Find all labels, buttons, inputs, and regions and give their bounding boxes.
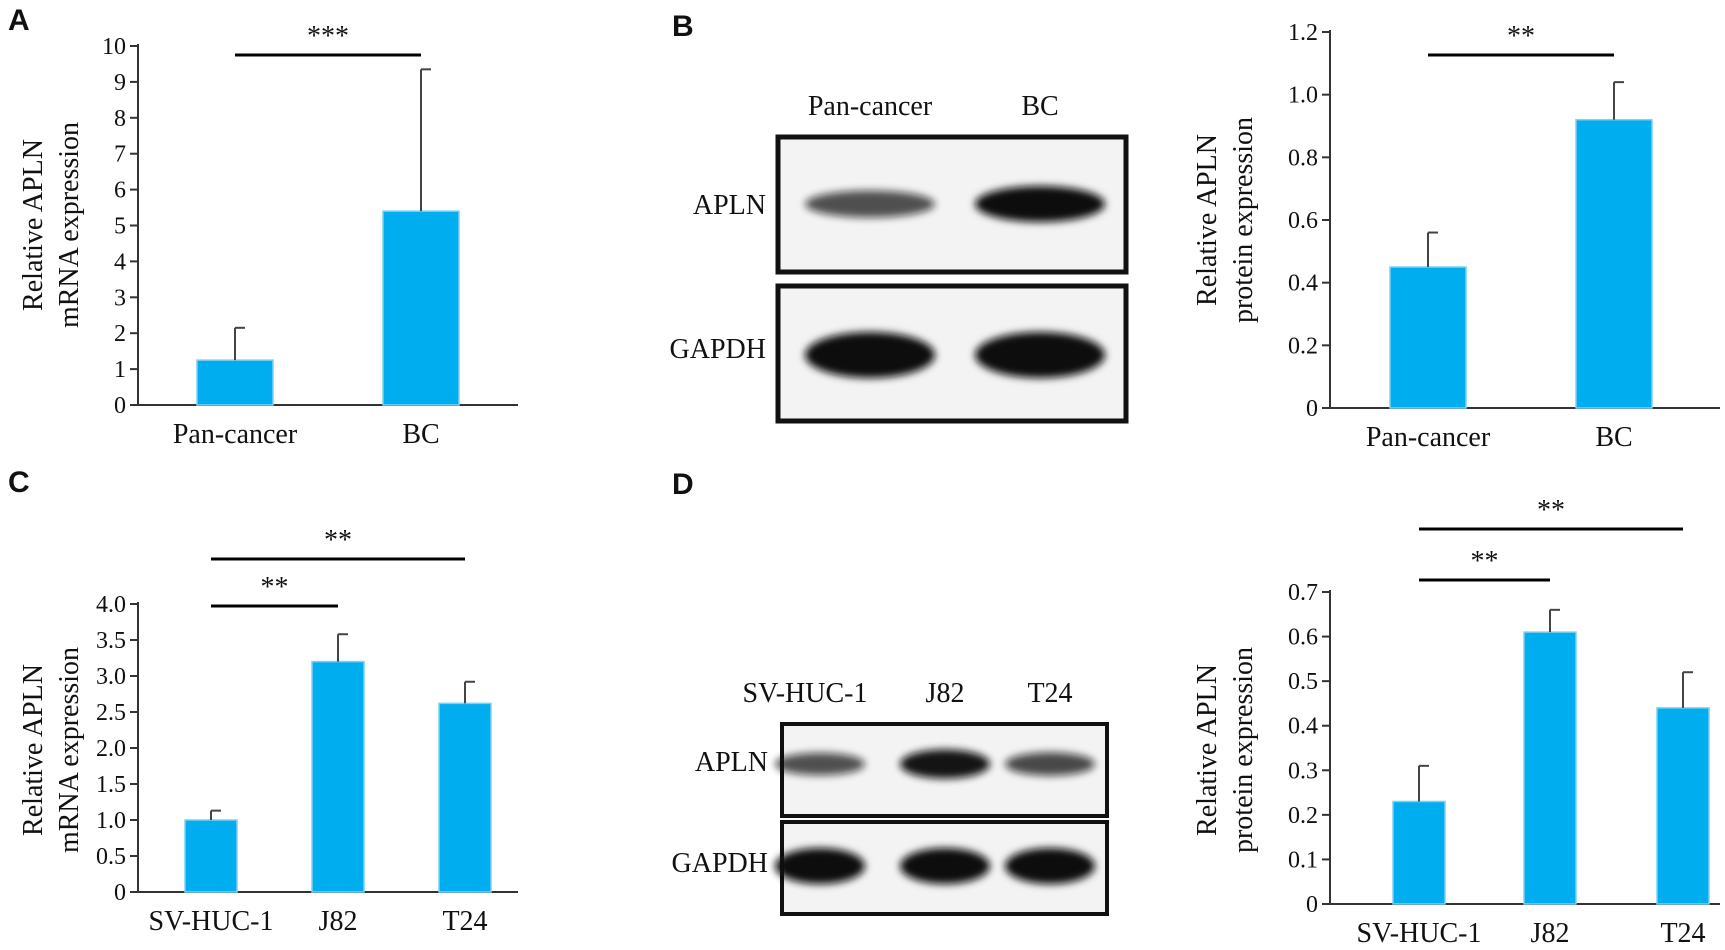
category-label: Pan-cancer	[173, 419, 298, 450]
y-tick-label: 0.1	[1288, 847, 1318, 873]
y-tick-label: 0.5	[96, 844, 126, 870]
category-label: T24	[1660, 918, 1705, 949]
y-tick-label: 0.5	[1288, 669, 1318, 695]
y-tick-label: 2.5	[96, 700, 126, 726]
y-tick-label: 7	[114, 142, 126, 168]
y-axis-label: Relative APLN	[18, 139, 49, 311]
y-tick-label: 1.0	[96, 808, 126, 834]
bar-pan-cancer	[196, 359, 274, 406]
category-label: SV-HUC-1	[1357, 918, 1482, 949]
category-label: SV-HUC-1	[149, 906, 274, 937]
panel-letter-c: C	[8, 466, 30, 499]
blot-d-row-label-0: APLN	[695, 747, 768, 778]
bar-j82	[1523, 631, 1577, 905]
significance-stars: **	[1471, 546, 1499, 577]
y-tick-label: 8	[114, 106, 126, 132]
y-axis-label: mRNA expression	[54, 647, 85, 853]
blot-d-lane-label-2: T24	[1027, 678, 1072, 709]
y-tick-label: 1.5	[96, 772, 126, 798]
y-tick-label: 0	[1306, 396, 1318, 422]
blot-b-lane-label-0: Pan-cancer	[808, 91, 933, 122]
category-label: Pan-cancer	[1366, 422, 1491, 453]
y-tick-label: 0.2	[1288, 803, 1318, 829]
y-tick-label: 10	[102, 34, 126, 60]
y-tick-label: 1.0	[1288, 83, 1318, 109]
bar-bc	[382, 210, 460, 406]
y-tick-label: 2	[114, 321, 126, 347]
blot-band	[975, 186, 1105, 222]
category-label: J82	[319, 906, 358, 937]
panel-letter-b: B	[672, 10, 694, 43]
significance-stars: **	[324, 525, 352, 556]
y-tick-label: 2.0	[96, 736, 126, 762]
chart-c: 0 0.5 1.0 1.5 2.0 2.5 3.0 3.5 4.0 SV-HUC-1 J82 T24 R…	[18, 525, 518, 937]
significance-stars: **	[1507, 21, 1535, 52]
blot-band	[805, 190, 935, 218]
y-tick-label: 0.4	[1288, 714, 1318, 740]
blot-band	[900, 848, 990, 884]
y-tick-label: 9	[114, 70, 126, 96]
category-label: J82	[1531, 918, 1570, 949]
y-tick-label: 6	[114, 178, 126, 204]
western-blot-d: SV-HUC-1 J82 T24 APLN GAPDH	[672, 678, 1109, 916]
bar-t24	[1656, 707, 1710, 905]
bar-t24	[438, 702, 492, 893]
category-label: BC	[1595, 422, 1632, 453]
y-tick-label: 3	[114, 285, 126, 311]
y-tick-label: 0.2	[1288, 333, 1318, 359]
y-tick-label: 3.0	[96, 664, 126, 690]
y-axis-label: protein expression	[1228, 647, 1259, 853]
category-label: BC	[402, 419, 439, 450]
blot-band	[900, 749, 990, 779]
y-tick-label: 3.5	[96, 628, 126, 654]
y-tick-label: 1.2	[1288, 20, 1318, 46]
y-axis-label: protein expression	[1228, 117, 1259, 323]
significance-stars: **	[261, 572, 289, 603]
chart-a: 0 1 2 3 4 5 6 7 8 9 10 Pan-cancer BC Relative APLN mRN…	[18, 21, 518, 450]
y-tick-label: 0.3	[1288, 758, 1318, 784]
y-tick-label: 1	[114, 357, 126, 383]
significance-stars: ***	[307, 21, 349, 52]
blot-b-row-label-1: GAPDH	[670, 334, 766, 365]
y-tick-label: 4.0	[96, 592, 126, 618]
blot-band	[805, 332, 935, 378]
blot-b-lane-label-1: BC	[1021, 91, 1058, 122]
blot-band	[1005, 848, 1095, 884]
y-axis-label: Relative APLN	[1192, 664, 1223, 836]
blot-band	[775, 848, 865, 884]
y-tick-label: 0.7	[1288, 580, 1318, 606]
category-label: T24	[442, 906, 487, 937]
blot-band	[975, 332, 1105, 378]
blot-band	[775, 752, 865, 776]
western-blot-b: Pan-cancer BC APLN GAPDH	[670, 91, 1129, 424]
bar-sv-huc-1	[184, 819, 238, 893]
y-axis-label: Relative APLN	[1192, 134, 1223, 306]
chart-d: 0 0.1 0.2 0.3 0.4 0.5 0.6 0.7 SV-HUC-1 J82 T24 Rela…	[1192, 495, 1720, 949]
bar-j82	[311, 660, 365, 893]
bar-bc	[1575, 118, 1653, 409]
y-tick-label: 0	[1306, 892, 1318, 918]
y-tick-label: 0.8	[1288, 145, 1318, 171]
y-tick-label: 0.6	[1288, 208, 1318, 234]
blot-d-lane-label-1: J82	[926, 678, 965, 709]
blot-band	[1005, 752, 1095, 776]
y-tick-label: 0	[114, 393, 126, 419]
panel-letter-d: D	[672, 468, 694, 501]
bar-pan-cancer	[1389, 266, 1467, 409]
panel-letter-a: A	[8, 4, 30, 37]
y-tick-label: 4	[114, 249, 126, 275]
y-tick-label: 0.4	[1288, 271, 1318, 297]
y-tick-label: 0.6	[1288, 625, 1318, 651]
y-tick-label: 0	[114, 880, 126, 906]
bar-sv-huc-1	[1392, 800, 1446, 905]
chart-b: 0 0.2 0.4 0.6 0.8 1.0 1.2 Pan-cancer BC Relative …	[1192, 20, 1720, 453]
y-axis-label: Relative APLN	[18, 664, 49, 836]
significance-stars: **	[1537, 495, 1565, 526]
y-tick-label: 5	[114, 214, 126, 240]
y-axis-label: mRNA expression	[54, 122, 85, 328]
blot-d-lane-label-0: SV-HUC-1	[743, 678, 868, 709]
blot-b-row-label-0: APLN	[693, 190, 766, 221]
blot-d-row-label-1: GAPDH	[672, 848, 768, 879]
